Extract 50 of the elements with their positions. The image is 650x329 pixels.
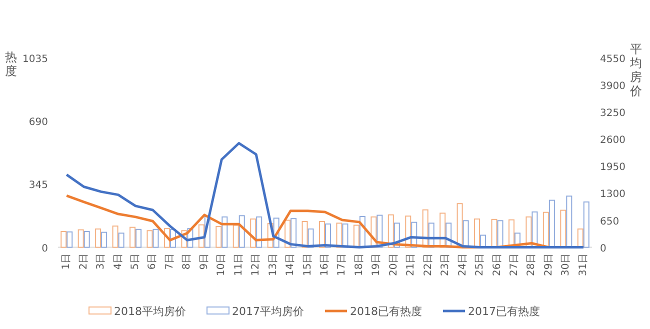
x-tick-label: 12日 [250,253,262,276]
y2-tick-label: 3900 [600,81,626,92]
y2-tick-label: 650 [600,216,620,228]
line-series [65,142,585,249]
x-tick-label: 10日 [216,253,228,276]
x-tick-label: 29日 [543,253,554,276]
x-tick-label: 2日 [78,253,90,270]
y2-tick-label: 1950 [600,162,626,174]
y2-tick-label: 1300 [600,189,626,200]
x-tick-label: 3日 [96,253,107,270]
x-tick-label: 23日 [440,253,452,276]
y-tick-label: 1035 [22,54,48,65]
legend-label: 2018已有热度 [350,305,422,318]
x-tick-label: 16日 [320,253,330,276]
x-tick-label: 9日 [198,253,210,270]
y2-tick-label: 4550 [600,54,626,65]
x-tick-label: 21日 [406,253,417,276]
x-tick-label: 7日 [164,253,176,270]
x-tick-label: 1日 [61,253,72,270]
x-tick-label: 20日 [388,253,400,276]
x-tick-label: 5日 [130,253,142,270]
y-axis-title: 热度 [5,50,17,78]
x-tick-label: 6日 [147,253,158,270]
x-tick-label: 18日 [354,253,365,276]
x-tick-label: 19日 [371,253,382,276]
x-tick-label: 28日 [526,253,538,276]
x-tick-label: 27日 [508,253,520,276]
y-tick-label: 345 [28,180,48,192]
legend-label: 2017平均房价 [232,305,304,318]
x-tick-label: 31日 [578,253,589,276]
y2-tick-label: 0 [600,243,606,254]
x-tick-label: 4日 [112,253,124,270]
y-tick-label: 690 [28,117,48,128]
x-tick-label: 15日 [302,253,314,276]
x-tick-label: 25日 [474,253,486,276]
y2-tick-label: 2600 [600,135,626,146]
y2-tick-label: 3250 [600,108,626,120]
x-tick-label: 11日 [233,253,244,276]
y-tick-label: 0 [42,243,48,254]
x-tick-label: 17日 [336,253,348,276]
x-tick-label: 22日 [422,253,434,276]
x-tick-label: 14日 [285,253,296,276]
x-tick-label: 13日 [268,253,279,276]
x-tick-label: 30日 [560,253,572,276]
legend-label: 2018平均房价 [114,305,186,318]
x-tick-label: 8日 [182,253,193,270]
legend-label: 2017已有热度 [468,305,540,318]
y2-axis-title: 平均房价 [629,42,642,98]
x-tick-label: 26日 [492,253,503,276]
x-tick-label: 24日 [457,253,468,276]
